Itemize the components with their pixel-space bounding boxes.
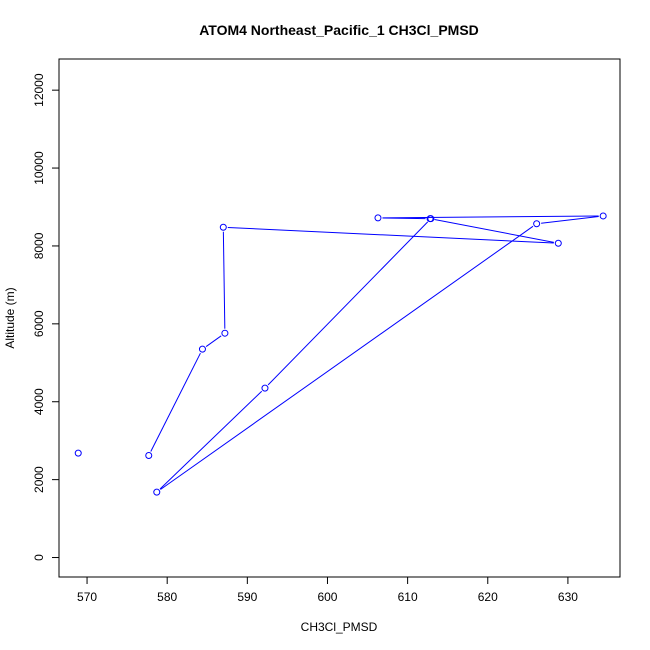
y-tick-label: 4000 [32, 388, 46, 415]
data-point [153, 488, 161, 496]
y-tick-label: 6000 [32, 310, 46, 337]
data-point [219, 223, 227, 231]
series-segment [382, 215, 599, 219]
plot-area [74, 212, 607, 496]
plot-frame [58, 58, 621, 578]
x-tick-label: 610 [398, 590, 418, 604]
x-tick-label: 600 [317, 590, 337, 604]
series-segment [160, 225, 534, 490]
series-segment [222, 231, 226, 329]
x-axis: 570 580 590 600 610 620 630 [77, 576, 578, 604]
series-segment [150, 352, 201, 452]
y-tick-label: 12000 [32, 73, 46, 107]
series-segment [434, 219, 554, 243]
x-tick-label: 570 [77, 590, 97, 604]
y-axis-label: Altitude (m) [3, 287, 17, 348]
y-tick-label: 0 [32, 554, 46, 561]
data-point [198, 345, 206, 353]
y-tick-label: 8000 [32, 232, 46, 259]
data-point [261, 384, 269, 392]
data-point [374, 214, 382, 222]
y-tick-label: 10000 [32, 151, 46, 185]
series-segment [159, 390, 263, 490]
x-tick-label: 580 [157, 590, 177, 604]
x-tick-label: 590 [237, 590, 257, 604]
y-axis: 0 2000 4000 6000 8000 10000 12000 [32, 73, 60, 561]
series-segment [382, 217, 426, 220]
data-point [599, 212, 607, 220]
series-segment [227, 226, 554, 244]
series-segment [267, 221, 429, 386]
data-point [74, 449, 82, 457]
data-point [426, 215, 434, 223]
data-point [554, 239, 562, 247]
x-tick-label: 620 [478, 590, 498, 604]
series-segment [541, 215, 599, 224]
y-tick-label: 2000 [32, 466, 46, 493]
data-point [533, 220, 541, 228]
x-tick-label: 630 [558, 590, 578, 604]
data-point [145, 451, 153, 459]
chart-title: ATOM4 Northeast_Pacific_1 CH3Cl_PMSD [199, 22, 479, 38]
x-axis-label: CH3Cl_PMSD [301, 620, 378, 634]
series-segment [205, 335, 222, 347]
data-point [221, 329, 229, 337]
